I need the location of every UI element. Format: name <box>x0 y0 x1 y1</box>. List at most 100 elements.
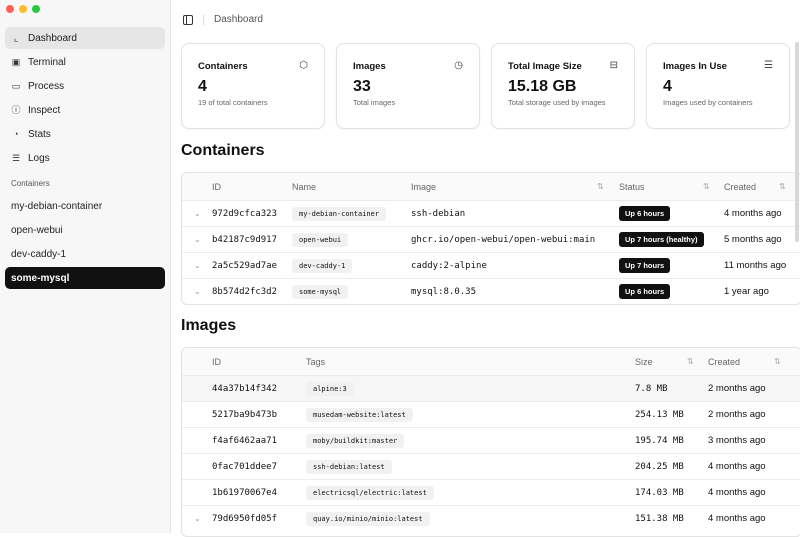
container-id: 972d9cfca323 <box>212 208 278 219</box>
container-image: mysql:8.0.35 <box>411 286 477 297</box>
status-badge: Up 6 hours <box>619 206 671 221</box>
nav-terminal[interactable]: ▣ Terminal <box>5 51 165 73</box>
card-subtitle: Images used by containers <box>663 98 753 107</box>
container-item[interactable]: my-debian-container <box>5 195 165 217</box>
container-label: open-webui <box>11 224 63 236</box>
container-item[interactable]: dev-caddy-1 <box>5 243 165 265</box>
image-size: 195.74 MB <box>635 435 684 446</box>
col-status[interactable]: Status <box>619 181 645 192</box>
pie-chart-icon: ◔ <box>13 129 19 139</box>
image-id: 0fac701ddee7 <box>212 461 278 472</box>
sort-icon[interactable]: ⇅ <box>774 357 781 366</box>
created: 4 months ago <box>708 513 766 524</box>
created: 2 months ago <box>708 383 766 394</box>
window-controls <box>6 5 40 13</box>
created: 4 months ago <box>708 461 766 472</box>
col-size[interactable]: Size <box>635 356 653 367</box>
col-tags[interactable]: Tags <box>306 356 326 367</box>
image-tag: moby/buildkit:master <box>306 433 405 448</box>
disc-icon: ◷ <box>454 60 463 71</box>
chevron-down-icon[interactable]: ⌄ <box>194 261 201 270</box>
image-size: 151.38 MB <box>635 513 684 524</box>
card-value: 4 <box>198 78 207 95</box>
images-table: ID Tags Size ⇅ Created ⇅ 44a37b14f342 al… <box>181 347 800 537</box>
table-row[interactable]: ⌄ 2a5c529ad7ae dev-caddy-1 caddy:2-alpin… <box>182 252 800 278</box>
col-id[interactable]: ID <box>212 181 221 192</box>
container-label: some-mysql <box>11 272 70 284</box>
chevron-down-icon[interactable]: ⌄ <box>194 514 201 523</box>
container-label: dev-caddy-1 <box>11 248 67 260</box>
table-row[interactable]: 5217ba9b473b musedam-website:latest 254.… <box>182 401 800 427</box>
containers-table: ID Name Image ⇅ Status ⇅ Created ⇅ ⌄ 972… <box>181 172 800 305</box>
table-row[interactable]: 0fac701ddee7 ssh-debian:latest 204.25 MB… <box>182 453 800 479</box>
card-images: Images ◷ 33 Total images <box>336 43 480 129</box>
sidebar-toggle-icon[interactable] <box>183 14 193 25</box>
main: Dashboard Containers ⬡ 4 19 of total contai… <box>171 0 800 537</box>
image-tag: ssh-debian:latest <box>306 459 392 474</box>
image-id: 79d6950fd05f <box>212 513 278 524</box>
image-id: 1b61970067e4 <box>212 487 278 498</box>
table-row[interactable]: ⌄ 79d6950fd05f quay.io/minio/minio:latest… <box>182 505 800 531</box>
close-button[interactable] <box>6 5 14 13</box>
created: 3 months ago <box>708 435 766 446</box>
sort-icon[interactable]: ⇅ <box>597 182 604 191</box>
nav-dashboard[interactable]: ⌞ Dashboard <box>5 27 165 49</box>
list-check-icon: ☰ <box>764 60 773 71</box>
zoom-button[interactable] <box>32 5 40 13</box>
table-row[interactable]: 1b61970067e4 electricsql/electric:latest… <box>182 479 800 505</box>
sort-icon[interactable]: ⇅ <box>703 182 710 191</box>
col-created[interactable]: Created <box>708 356 741 367</box>
col-image[interactable]: Image <box>411 181 437 192</box>
image-id: f4af6462aa71 <box>212 435 278 446</box>
container-name-tag: some-mysql <box>292 284 349 299</box>
section-label: Containers <box>11 179 50 188</box>
images-heading: Images <box>181 317 237 334</box>
container-name-tag: my-debian-container <box>292 206 387 221</box>
status-badge: Up 7 hours <box>619 258 671 273</box>
nav-logs[interactable]: ☰ Logs <box>5 147 165 169</box>
table-row[interactable]: ⌄ 972d9cfca323 my-debian-container ssh-d… <box>182 200 800 226</box>
created: 4 months ago <box>724 208 782 219</box>
container-item[interactable]: open-webui <box>5 219 165 241</box>
image-id: 44a37b14f342 <box>212 383 278 394</box>
created: 11 months ago <box>724 260 787 271</box>
minimize-button[interactable] <box>19 5 27 13</box>
container-item-selected[interactable]: some-mysql <box>5 267 165 289</box>
chevron-down-icon[interactable]: ⌄ <box>194 235 201 244</box>
container-name-tag: dev-caddy-1 <box>292 258 353 273</box>
chevron-down-icon[interactable]: ⌄ <box>194 287 201 296</box>
table-row[interactable]: ⌄ 8b574d2fc3d2 some-mysql mysql:8.0.35 U… <box>182 278 800 304</box>
table-row[interactable]: f4af6462aa71 moby/buildkit:master 195.74… <box>182 427 800 453</box>
created: 5 months ago <box>724 234 782 245</box>
breadcrumb: Dashboard <box>214 14 263 25</box>
container-image: ssh-debian <box>411 208 466 219</box>
hard-drive-icon: ⊟ <box>609 60 618 71</box>
nav-process[interactable]: ▭ Process <box>5 75 165 97</box>
nav-label: Terminal <box>28 56 66 68</box>
col-id[interactable]: ID <box>212 356 221 367</box>
container-id: 2a5c529ad7ae <box>212 260 278 271</box>
card-value: 33 <box>353 78 371 95</box>
card-title: Total Image Size <box>508 61 582 72</box>
col-name[interactable]: Name <box>292 181 317 192</box>
created: 2 months ago <box>708 409 766 420</box>
image-size: 254.13 MB <box>635 409 684 420</box>
card-title: Containers <box>198 61 248 72</box>
table-header: ID Name Image ⇅ Status ⇅ Created ⇅ <box>182 173 800 200</box>
terminal-icon: ▣ <box>11 57 21 67</box>
scrollbar[interactable] <box>795 42 799 242</box>
col-created[interactable]: Created <box>724 181 757 192</box>
table-row[interactable]: ⌄ b42187c9d917 open-webui ghcr.io/open-w… <box>182 226 800 252</box>
nav-label: Stats <box>28 128 51 140</box>
divider <box>203 14 204 25</box>
nav-stats[interactable]: ◔ Stats <box>5 123 165 145</box>
containers-heading: Containers <box>181 142 265 159</box>
chart-line-icon: ⌞ <box>13 33 19 43</box>
sort-icon[interactable]: ⇅ <box>687 357 694 366</box>
table-row[interactable]: 44a37b14f342 alpine:3 7.8 MB 2 months ag… <box>182 375 800 401</box>
container-name-tag: open-webui <box>292 232 349 247</box>
card-containers: Containers ⬡ 4 19 of total containers <box>181 43 325 129</box>
nav-inspect[interactable]: ⓘ Inspect <box>5 99 165 121</box>
sort-icon[interactable]: ⇅ <box>779 182 786 191</box>
chevron-down-icon[interactable]: ⌄ <box>194 209 201 218</box>
